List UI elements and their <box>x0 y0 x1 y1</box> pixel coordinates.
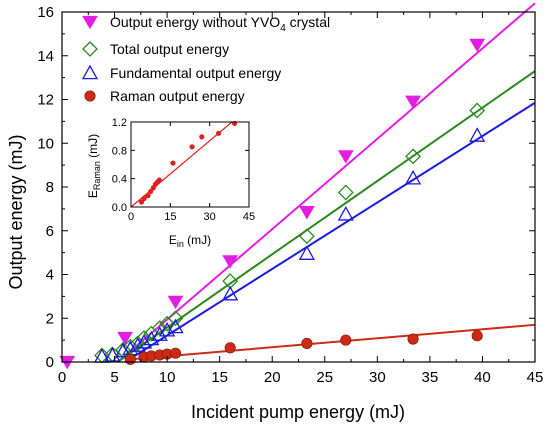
inset-data-point <box>148 188 154 195</box>
data-point-series-2 <box>151 326 168 341</box>
y-tick-label: 16 <box>37 4 54 21</box>
inset-data-point <box>215 130 222 136</box>
data-point-series-0 <box>222 255 239 269</box>
inset-data-point <box>170 160 176 166</box>
data-point-series-2 <box>114 342 132 358</box>
data-point-series-1 <box>298 228 315 245</box>
x-tick-label: 5 <box>110 369 118 386</box>
fit-line-series-3 <box>124 323 536 361</box>
data-point-series-1 <box>151 320 168 337</box>
data-point-series-2 <box>469 127 486 142</box>
data-point-series-0 <box>469 38 486 53</box>
data-point-series-0 <box>117 331 133 346</box>
y-tick-label: 10 <box>37 135 54 152</box>
data-point-series-2 <box>135 333 153 349</box>
legend-marker-series-2 <box>81 64 99 80</box>
y-tick-label: 12 <box>37 92 54 109</box>
data-point-series-2 <box>404 169 422 185</box>
inset-x-tick-label: 15 <box>164 211 176 223</box>
inset-data-point <box>141 195 147 202</box>
fit-line-series-1 <box>117 70 536 363</box>
inset-data-point <box>199 134 205 140</box>
x-tick-label: 35 <box>422 369 439 386</box>
axes: 0 5 10 15 20 25 30 35 40 45 0 2 4 6 8 10 12 14 16 <box>37 4 543 386</box>
x-tick-label: 40 <box>474 369 491 386</box>
inset-data-point <box>189 144 195 150</box>
x-tick-label: 15 <box>211 369 228 386</box>
fit-line-series-0 <box>117 2 536 363</box>
inset-data-point <box>138 199 145 205</box>
y-tick-label: 0 <box>46 354 54 371</box>
data-point-series-3 <box>471 330 483 342</box>
inset-y-tick-label: 0.4 <box>112 174 127 186</box>
data-point-series-3 <box>407 333 419 345</box>
x-tick-label: 20 <box>264 369 281 386</box>
x-tick-label: 45 <box>527 369 544 386</box>
inset-y-tick-label: 0.8 <box>112 145 127 157</box>
inset-y-axis-title: ERaman (mJ) <box>86 134 102 198</box>
data-point-series-2 <box>104 347 121 362</box>
legend-label-series-2: Fundamental output energy <box>110 65 281 81</box>
data-point-series-0 <box>405 95 421 109</box>
data-point-series-0 <box>299 206 315 220</box>
data-point-series-3 <box>301 337 313 349</box>
data-point-series-3 <box>224 342 236 354</box>
data-point-series-3 <box>340 334 352 346</box>
inset-x-axis-title: Ein (mJ) <box>169 233 211 249</box>
legend-marker-series-3 <box>84 90 96 102</box>
y-tick-label: 6 <box>46 223 54 240</box>
data-point-series-0 <box>337 150 354 164</box>
data-point-series-2 <box>143 330 160 346</box>
inset-frame <box>130 121 250 208</box>
y-tick-label: 14 <box>37 48 54 65</box>
inset-y-tick-label: 0.0 <box>112 202 127 214</box>
legend-label-series-0: Output energy without YVO4 crystal <box>110 14 330 34</box>
inset-data-point <box>156 177 162 183</box>
data-point-series-1 <box>469 102 486 119</box>
data-point-series-3 <box>169 347 182 359</box>
data-point-series-2 <box>337 206 354 221</box>
plot-marks <box>59 2 536 370</box>
x-tick-label: 0 <box>58 369 66 386</box>
data-point-series-2 <box>167 318 184 334</box>
data-point-series-3 <box>124 353 136 365</box>
data-point-series-1 <box>129 335 146 352</box>
fit-line-series-2 <box>124 101 536 363</box>
inset-y-tick-label: 1.2 <box>112 117 127 129</box>
legend-marker-series-0 <box>82 15 98 30</box>
legend-marker-series-1 <box>82 41 98 57</box>
inset-data-point <box>145 193 151 199</box>
legend: Output energy without YVO4 crystal Total … <box>81 14 330 104</box>
x-tick-label: 25 <box>316 369 333 386</box>
inset-x-tick-label: 30 <box>204 211 216 223</box>
legend-label-series-1: Total output energy <box>110 41 229 57</box>
inset-x-tick-label: 45 <box>243 211 255 223</box>
inset-chart: 0 15 30 45 0.0 0.4 0.8 1.2 Ein (mJ) ERaman (mJ) <box>86 117 255 249</box>
data-point-series-2 <box>129 337 146 352</box>
data-point-series-1 <box>405 148 421 165</box>
inset-x-tick-label: 0 <box>128 211 134 223</box>
y-tick-label: 2 <box>46 310 54 327</box>
x-axis-title: Incident pump energy (mJ) <box>191 402 405 422</box>
data-point-series-0 <box>167 295 184 310</box>
y-tick-label: 8 <box>46 179 54 196</box>
x-tick-label: 10 <box>159 369 176 386</box>
inset-fit-line <box>130 121 233 208</box>
y-tick-label: 4 <box>46 267 54 284</box>
data-point-series-1 <box>167 310 184 327</box>
data-point-series-2 <box>298 245 316 260</box>
y-axis-title: Output energy (mJ) <box>6 134 26 289</box>
legend-label-series-3: Raman output energy <box>110 88 245 104</box>
data-point-series-1 <box>337 184 354 201</box>
data-point-series-2 <box>222 285 239 301</box>
x-tick-label: 30 <box>369 369 386 386</box>
